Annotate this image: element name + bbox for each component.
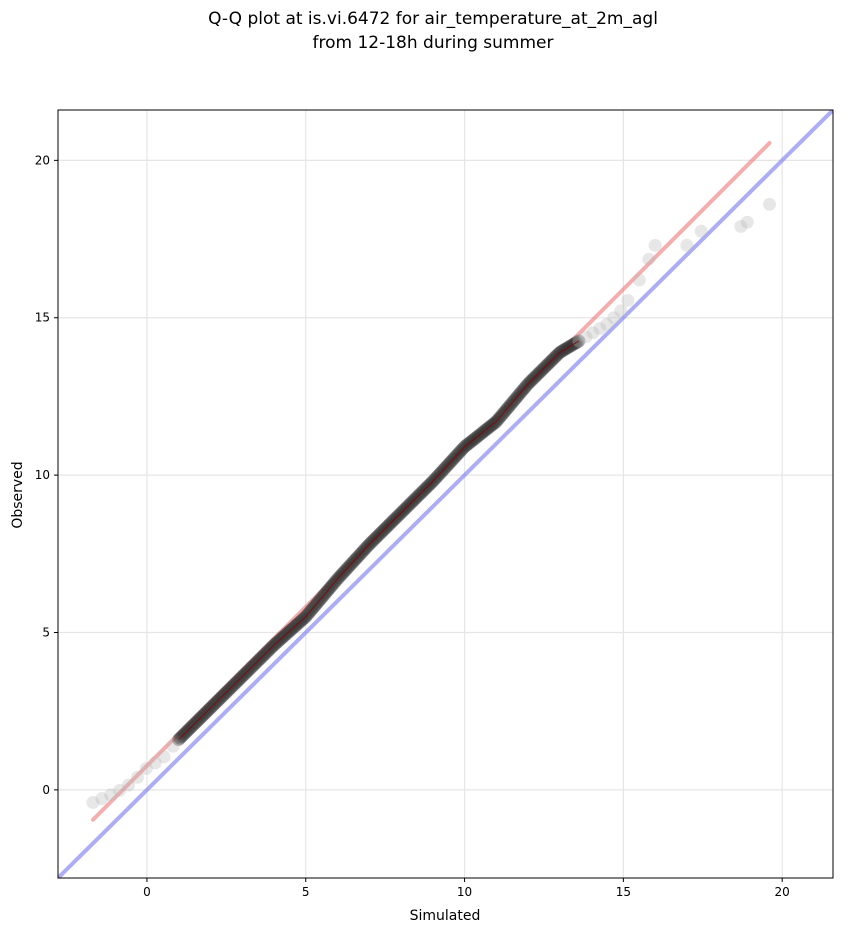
plot-area	[57, 109, 834, 879]
tail-quantile-point	[632, 273, 646, 287]
tail-quantile-point	[614, 304, 628, 318]
y-tick-label: 5	[42, 625, 50, 639]
y-tick-label: 15	[35, 311, 50, 325]
chart-title-line-1: Q-Q plot at is.vi.6472 for air_temperatu…	[208, 9, 658, 29]
y-tick-label: 0	[42, 783, 50, 797]
tail-quantile-point	[694, 224, 708, 238]
tail-quantile-point	[139, 761, 153, 775]
fit-line	[90, 141, 772, 822]
y-tick-label: 10	[35, 468, 50, 482]
tail-quantile-point	[607, 311, 621, 325]
tail-quantile-point	[762, 197, 776, 211]
y-tick-label: 20	[35, 153, 50, 167]
tail-quantile-point	[600, 317, 614, 331]
tail-quantile-point	[648, 238, 662, 252]
tail-quantile-point	[95, 792, 109, 806]
tail-quantile-point	[642, 252, 656, 266]
tail-quantile-point	[113, 783, 127, 797]
tail-quantile-point	[166, 739, 180, 753]
tail-quantile-point	[593, 322, 607, 336]
tail-quantile-point	[148, 756, 162, 770]
x-tick-label: 5	[302, 885, 310, 899]
tail-quantile-point	[621, 293, 635, 307]
axis-ticks: 0 5 10 15 20 0 5 10 15 20	[35, 153, 790, 899]
tail-quantile-point	[740, 215, 754, 229]
quantile-points	[86, 197, 776, 809]
plot-frame	[57, 109, 834, 879]
tail-quantile-point	[86, 795, 100, 809]
tail-quantile-point	[157, 750, 171, 764]
x-axis-label: Simulated	[410, 908, 481, 924]
x-tick-label: 0	[143, 885, 151, 899]
tail-quantile-point	[734, 219, 748, 233]
tail-quantile-point	[104, 788, 118, 802]
y-axis-label: Observed	[10, 461, 26, 528]
tail-quantile-point	[579, 330, 593, 344]
chart-title-line-2: from 12-18h during summer	[313, 33, 554, 53]
tail-quantile-point	[586, 326, 600, 340]
tail-quantile-point	[122, 778, 136, 792]
reference-lines	[58, 110, 833, 878]
gridlines	[58, 110, 833, 878]
x-tick-label: 10	[457, 885, 472, 899]
tail-quantile-point	[680, 238, 694, 252]
x-tick-label: 20	[775, 885, 790, 899]
identity-line	[58, 110, 833, 878]
x-tick-label: 15	[616, 885, 631, 899]
tail-quantile-point	[130, 770, 144, 784]
quantile-trace	[178, 340, 580, 740]
